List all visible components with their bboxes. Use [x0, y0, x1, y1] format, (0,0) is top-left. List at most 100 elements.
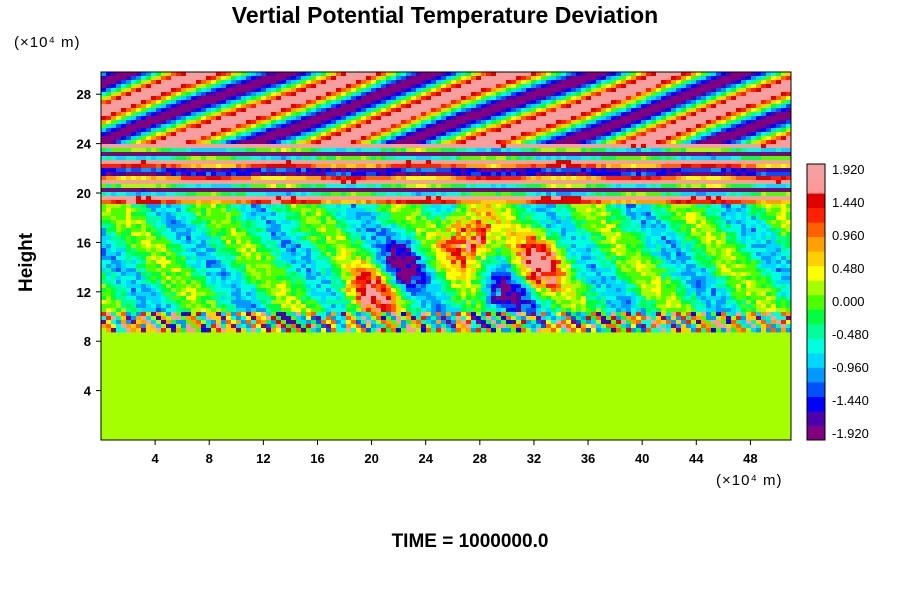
heatmap-cell: [326, 176, 332, 181]
heatmap-cell: [361, 184, 367, 189]
heatmap-cell: [346, 80, 352, 85]
heatmap-cell: [246, 120, 252, 125]
heatmap-cell: [516, 140, 522, 145]
heatmap-cell: [111, 96, 117, 101]
heatmap-cell: [761, 168, 767, 173]
heatmap-cell: [366, 180, 372, 185]
heatmap-cell: [461, 88, 467, 93]
heatmap-cell: [606, 100, 612, 105]
heatmap-cell: [781, 112, 787, 117]
heatmap-cell: [571, 120, 577, 125]
heatmap-cell: [411, 140, 417, 145]
heatmap-cell: [261, 200, 267, 205]
heatmap-cell: [126, 100, 132, 105]
heatmap-cell: [531, 204, 537, 209]
heatmap-cell: [261, 112, 267, 117]
heatmap-cell: [726, 156, 732, 161]
heatmap-cell: [646, 184, 652, 189]
heatmap-cell: [566, 168, 572, 173]
heatmap-cell: [306, 160, 312, 165]
heatmap-cell: [536, 180, 542, 185]
heatmap-cell: [611, 172, 617, 177]
heatmap-cell: [711, 108, 717, 113]
heatmap-cell: [391, 188, 397, 193]
heatmap-cell: [331, 84, 337, 89]
heatmap-cell: [371, 164, 377, 169]
heatmap-cell: [581, 200, 587, 205]
heatmap-cell: [286, 92, 292, 97]
heatmap-cell: [566, 72, 572, 77]
heatmap-cell: [706, 116, 712, 121]
heatmap-cell: [226, 144, 232, 149]
heatmap-cell: [546, 112, 552, 117]
heatmap-cell: [286, 172, 292, 177]
heatmap-cell: [571, 88, 577, 93]
heatmap-cell: [541, 160, 547, 165]
heatmap-cell: [341, 148, 347, 153]
heatmap-cell: [676, 168, 682, 173]
heatmap-cell: [246, 204, 252, 209]
heatmap-cell: [511, 116, 517, 121]
heatmap-cell: [311, 212, 317, 217]
heatmap-cell: [511, 212, 517, 217]
heatmap-cell: [441, 72, 447, 77]
heatmap-cell: [446, 76, 452, 81]
heatmap-cell: [461, 120, 467, 125]
heatmap-cell: [486, 76, 492, 81]
heatmap-cell: [136, 172, 142, 177]
heatmap-cell: [606, 104, 612, 109]
heatmap-cell: [476, 100, 482, 105]
heatmap-cell: [276, 128, 282, 133]
heatmap-cell: [511, 100, 517, 105]
heatmap-cell: [296, 96, 302, 101]
heatmap-cell: [621, 132, 627, 137]
heatmap-cell: [356, 212, 362, 217]
heatmap-cell: [776, 124, 782, 129]
heatmap-cell: [536, 172, 542, 177]
heatmap-cell: [386, 192, 392, 197]
heatmap-cell: [291, 204, 297, 209]
heatmap-cell: [726, 204, 732, 209]
heatmap-cell: [341, 80, 347, 85]
heatmap-cell: [251, 148, 257, 153]
heatmap-cell: [111, 124, 117, 129]
heatmap-cell: [616, 104, 622, 109]
heatmap-cell: [411, 96, 417, 101]
heatmap-cell: [596, 96, 602, 101]
heatmap-cell: [621, 204, 627, 209]
heatmap-cell: [686, 104, 692, 109]
heatmap-cell: [596, 80, 602, 85]
heatmap-cell: [336, 148, 342, 153]
heatmap-cell: [206, 108, 212, 113]
heatmap-cell: [411, 156, 417, 161]
heatmap-cell: [231, 168, 237, 173]
heatmap-cell: [141, 164, 147, 169]
heatmap-cell: [341, 88, 347, 93]
heatmap-cell: [176, 168, 182, 173]
heatmap-cell: [501, 128, 507, 133]
heatmap-cell: [786, 132, 791, 137]
heatmap-cell: [481, 80, 487, 85]
heatmap-cell: [761, 92, 767, 97]
heatmap-cell: [111, 128, 117, 133]
heatmap-cell: [276, 92, 282, 97]
heatmap-cell: [626, 152, 632, 157]
heatmap-cell: [536, 164, 542, 169]
heatmap-cell: [741, 200, 747, 205]
heatmap-cell: [441, 92, 447, 97]
heatmap-cell: [626, 76, 632, 81]
heatmap-cell: [346, 92, 352, 97]
heatmap-cell: [111, 148, 117, 153]
heatmap-cell: [336, 100, 342, 105]
heatmap-cell: [311, 84, 317, 89]
heatmap-cell: [731, 116, 737, 121]
heatmap-cell: [576, 92, 582, 97]
heatmap-cell: [226, 180, 232, 185]
heatmap-cell: [271, 84, 277, 89]
heatmap-cell: [106, 96, 112, 101]
heatmap-cell: [181, 160, 187, 165]
heatmap-cell: [361, 72, 367, 77]
heatmap-cell: [296, 124, 302, 129]
y-unit-label: (×10⁴ m): [14, 34, 81, 51]
heatmap-cell: [356, 136, 362, 141]
